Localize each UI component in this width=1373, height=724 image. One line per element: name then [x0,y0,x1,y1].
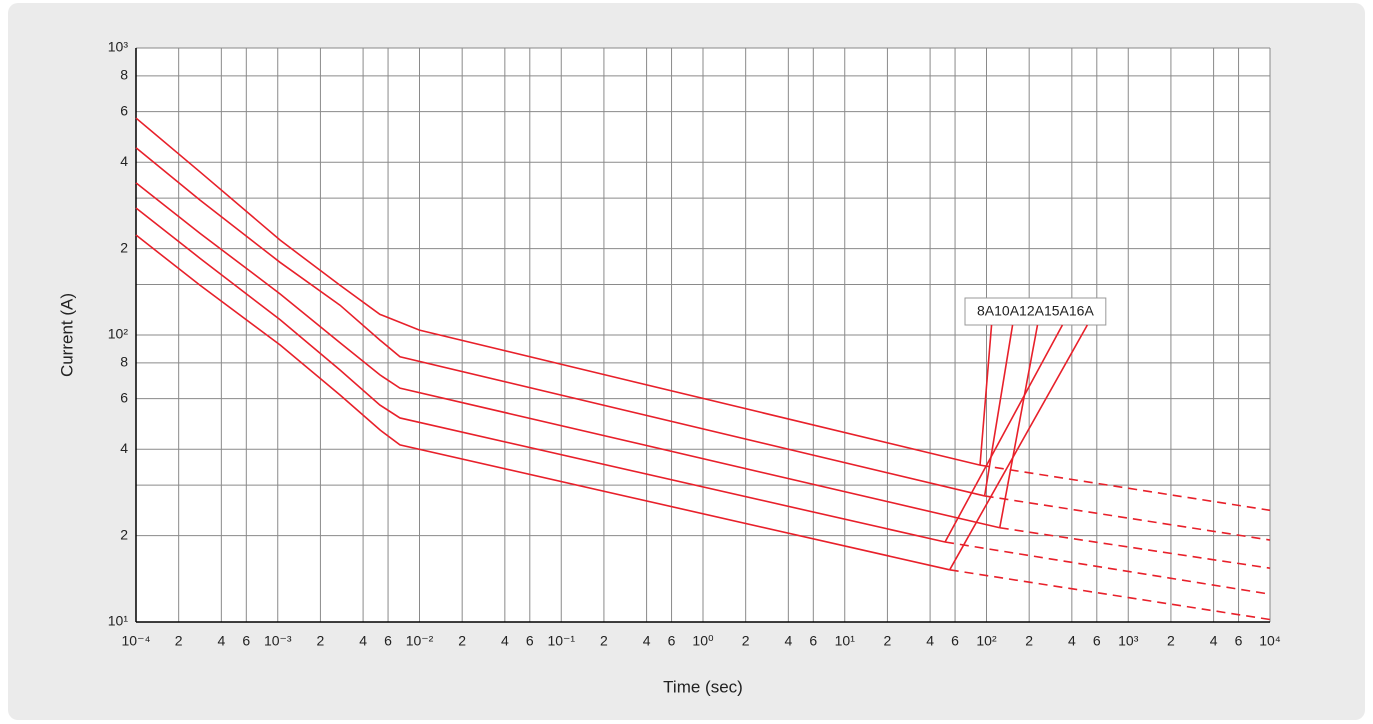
x-tick-label: 4 [359,633,367,649]
y-tick-label: 6 [120,102,128,118]
curve [135,207,946,543]
x-tick-label: 10⁰ [692,633,714,649]
curve [135,147,985,497]
x-tick-label: 4 [926,633,934,649]
x-tick-label: 10² [976,633,997,649]
x-tick-label: 2 [742,633,750,649]
x-tick-label: 2 [317,633,325,649]
leader-line [944,324,1064,543]
x-tick-label: 6 [668,633,676,649]
curve-extension [999,526,1271,569]
legend-label: 12A [1019,303,1045,319]
x-tick-label: 4 [217,633,225,649]
x-tick-label: 10⁻² [406,633,434,649]
x-tick-label: 6 [809,633,817,649]
x-tick-label: 2 [884,633,892,649]
curve-extension [984,495,1271,541]
x-tick-label: 10⁻³ [264,633,292,649]
y-tick-label: 2 [120,526,128,542]
leader-line [948,324,1089,571]
x-axis-label: Time (sec) [663,677,743,696]
y-tick-label: 10³ [108,39,129,55]
curve [135,182,1000,529]
x-tick-label: 10⁴ [1259,633,1281,649]
x-tick-label: 4 [1210,633,1218,649]
y-tick-label: 10² [108,326,129,342]
x-tick-label: 10³ [1118,633,1139,649]
legend-label: 10A [994,303,1020,319]
x-tick-label: 6 [951,633,959,649]
curve [135,234,950,571]
legend-label: 16A [1069,303,1095,319]
x-tick-label: 2 [1167,633,1175,649]
y-tick-label: 8 [120,67,128,83]
y-tick-label: 10¹ [108,613,129,629]
x-tick-label: 6 [242,633,250,649]
x-tick-label: 4 [643,633,651,649]
x-tick-label: 6 [1093,633,1101,649]
leader-line [998,324,1039,528]
leader-line [979,324,993,466]
curve-extension [949,569,1271,621]
leader-line [983,324,1014,497]
x-tick-label: 2 [1025,633,1033,649]
x-tick-label: 6 [384,633,392,649]
legend-box [964,297,1107,326]
x-tick-label: 10⁻¹ [547,633,575,649]
x-tick-label: 6 [1235,633,1243,649]
legend-label: 8A [977,303,995,319]
x-tick-label: 2 [175,633,183,649]
x-tick-label: 10⁻⁴ [122,633,151,649]
x-tick-label: 4 [1068,633,1076,649]
y-tick-label: 8 [120,354,128,370]
y-axis-label: Current (A) [57,293,76,377]
curve-extension [979,464,1271,512]
y-tick-label: 2 [120,239,128,255]
x-tick-label: 4 [501,633,509,649]
x-tick-label: 2 [458,633,466,649]
curve [135,117,981,466]
y-tick-label: 6 [120,389,128,405]
legend-label: 15A [1044,303,1070,319]
x-tick-label: 4 [784,633,792,649]
x-tick-label: 10¹ [835,633,856,649]
x-tick-label: 6 [526,633,534,649]
x-tick-label: 2 [600,633,608,649]
y-tick-label: 4 [120,153,128,169]
curve-extension [944,541,1271,595]
y-tick-label: 4 [120,440,128,456]
